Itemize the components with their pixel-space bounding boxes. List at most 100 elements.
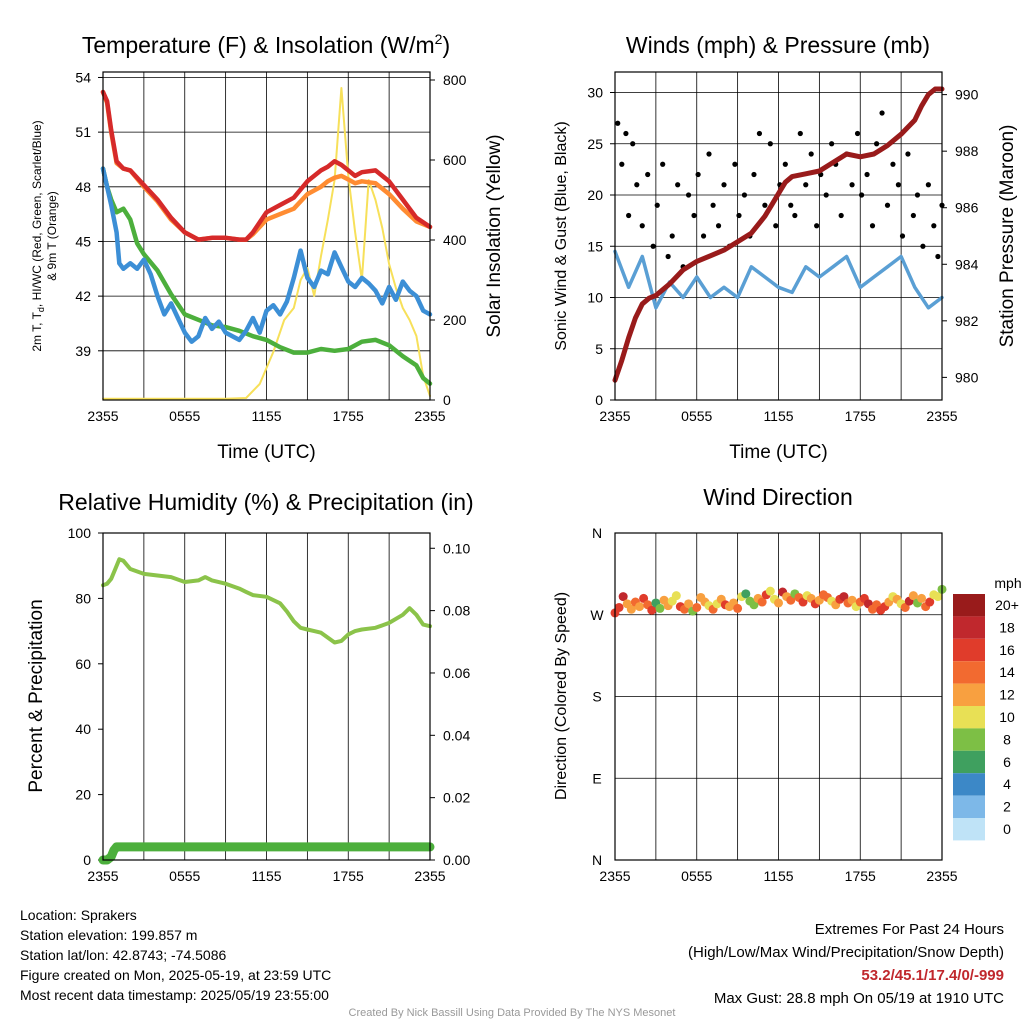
colorbar-swatch (953, 750, 985, 774)
y2-tick-label: 400 (443, 232, 467, 248)
colorbar-swatch (953, 638, 985, 662)
y-tick-label: 20 (75, 787, 91, 803)
colorbar-swatch (953, 795, 985, 818)
colorbar-label: 0 (1003, 821, 1011, 837)
y2-tick-label: 990 (955, 87, 979, 103)
extremes-values: 53.2/45.1/17.4/0/-999 (861, 967, 1004, 984)
gust-point (895, 182, 902, 188)
y-axis-label: Percent & Precipitation (26, 599, 47, 792)
gust-point (710, 202, 716, 208)
gust-point (650, 243, 656, 249)
plot-frame (102, 532, 431, 861)
temperature-series-line-4 (100, 166, 433, 344)
gust-point (869, 223, 876, 229)
temperature-series-line-2 (100, 89, 433, 242)
y-tick-label: 5 (595, 341, 603, 357)
wind-direction-point (671, 591, 681, 601)
y-tick-label: 42 (75, 288, 91, 304)
colorbar-label: 12 (999, 687, 1015, 703)
gust-point (700, 233, 707, 239)
y2-axis-label: Solar Insolation (Yellow) (484, 134, 505, 337)
extremes-title: Extremes For Past 24 Hours (814, 921, 1004, 938)
wind-direction-point (774, 598, 783, 608)
y-axis-label: 2m T, Td, HI/WC (Red, Green, Scarlet/Blu… (30, 120, 46, 351)
panel-title: Wind Direction (703, 484, 853, 510)
x-tick-label: 2355 (926, 408, 957, 424)
extremes-legend: (High/Low/Max Wind/Precipitation/Snow De… (688, 944, 1004, 961)
gust-point (925, 182, 931, 188)
gust-point (721, 182, 727, 188)
colorbar-label: 6 (1003, 754, 1011, 770)
wind-direction-point (626, 604, 636, 614)
wind-direction-point (798, 597, 808, 607)
x-tick-label: 2355 (87, 408, 118, 424)
wind-direction-point (655, 603, 665, 613)
gust-point (823, 192, 829, 198)
gust-point (788, 202, 794, 208)
gust-point (829, 141, 835, 147)
gust-point (751, 171, 757, 178)
gust-point (782, 161, 788, 167)
gust-point (623, 130, 629, 137)
x-axis-label: Time (UTC) (217, 442, 316, 463)
gust-point (838, 212, 844, 219)
wind-direction-point (647, 605, 657, 615)
panel-title: Winds (mph) & Pressure (mb) (626, 32, 930, 58)
wind-direction-point (900, 602, 910, 612)
gust-point (879, 110, 885, 116)
gust-point (849, 182, 855, 188)
gust-point (645, 171, 651, 178)
colorbar-label: 8 (1003, 731, 1011, 747)
credit-line: Created By Nick Bassill Using Data Provi… (348, 1007, 676, 1019)
gust-point (715, 223, 722, 229)
wind-direction-point (933, 592, 943, 602)
gust-point (619, 161, 625, 167)
x-tick-label: 1755 (845, 868, 876, 884)
colorbar-label: 18 (999, 619, 1015, 635)
gust-point (654, 202, 660, 208)
wind-direction-point (765, 586, 775, 596)
gust-point (914, 192, 921, 198)
wind-direction-point (839, 592, 849, 602)
colorbar-swatch (953, 661, 985, 684)
plot-frame (614, 532, 943, 861)
plot-frame (614, 71, 943, 401)
y-axis-label: Sonic Wind & Gust (Blue, Black) (553, 121, 570, 350)
direction-tick-label: E (592, 770, 601, 786)
y-tick-label: 0 (83, 852, 91, 868)
y2-tick-label: 0.10 (443, 540, 470, 556)
station-elevation: Station elevation: 199.857 m (20, 927, 198, 943)
max-gust: Max Gust: 28.8 mph On 05/19 at 1910 UTC (713, 990, 1004, 1007)
gust-point (935, 253, 941, 260)
x-tick-label: 0555 (681, 868, 712, 884)
x-tick-label: 1155 (251, 868, 281, 884)
x-tick-label: 2355 (414, 868, 445, 884)
x-tick-label: 2355 (414, 408, 445, 424)
gust-point (910, 212, 916, 219)
y-tick-label: 39 (75, 343, 91, 359)
station-latlon: Station lat/lon: 42.8743; -74.5086 (20, 947, 227, 963)
colorbar-label: 2 (1003, 799, 1011, 815)
humidity-panel: Relative Humidity (%) & Precipitation (i… (26, 489, 474, 884)
gust-point (736, 212, 742, 219)
colorbar-title: mph (994, 575, 1021, 591)
wind-direction-point (618, 592, 628, 602)
x-tick-label: 2355 (599, 408, 630, 424)
y2-tick-label: 800 (443, 72, 467, 88)
station-location: Location: Sprakers (20, 907, 137, 923)
gust-point (814, 223, 820, 229)
y-tick-label: 10 (587, 290, 603, 306)
gust-point (920, 243, 926, 249)
gust-point (803, 182, 809, 188)
y-tick-label: 15 (587, 238, 603, 254)
plot-frame (102, 71, 431, 401)
panel-title: Relative Humidity (%) & Precipitation (i… (58, 489, 473, 515)
gust-point (741, 192, 748, 198)
x-axis-label: Time (UTC) (729, 442, 828, 463)
x-tick-label: 2355 (87, 868, 118, 884)
y2-tick-label: 986 (955, 200, 979, 216)
x-tick-label: 1155 (763, 868, 793, 884)
x-tick-label: 1755 (845, 408, 876, 424)
wind-direction-point (741, 589, 751, 599)
